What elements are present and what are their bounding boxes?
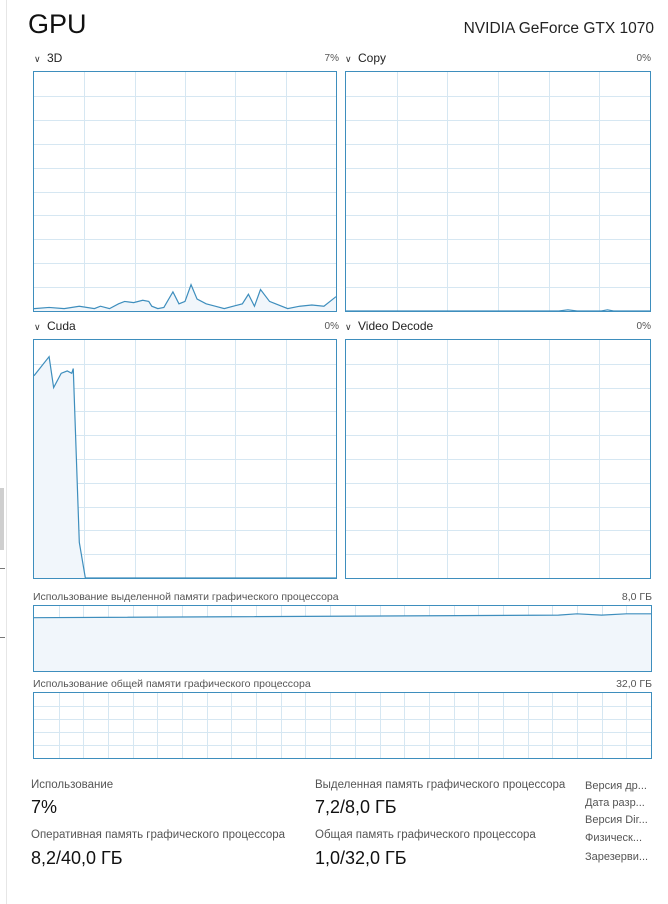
usage-area: [34, 356, 336, 578]
dedicated-memory-label: Использование выделенной памяти графичес…: [33, 591, 339, 603]
engine-selector-copy[interactable]: ∨ Copy: [345, 51, 386, 65]
reserved-memory-label: Зарезерви...: [585, 851, 649, 863]
graph-shared-memory: [33, 692, 652, 759]
chevron-down-icon: ∨: [345, 322, 352, 332]
graph-cuda: [33, 339, 337, 579]
graph-canvas: [34, 693, 651, 758]
engine-percent: 0%: [636, 321, 651, 332]
utilization-value: 7%: [31, 797, 58, 817]
engine-percent: 0%: [324, 321, 339, 332]
physical-location-label: Физическ...: [585, 832, 643, 844]
usage-line: [34, 613, 651, 619]
left-tick: [0, 637, 5, 638]
usage-area: [34, 284, 336, 311]
usage-line: [346, 309, 650, 311]
chevron-down-icon: ∨: [34, 54, 41, 64]
shared-memory-max: 32,0 ГБ: [616, 678, 652, 690]
engine-label: Copy: [358, 51, 387, 65]
dedicated-memory-max: 8,0 ГБ: [621, 591, 652, 603]
graph-copy: [345, 71, 651, 312]
left-tick: [0, 568, 5, 569]
chevron-down-icon: ∨: [34, 322, 41, 332]
usage-area: [34, 613, 651, 671]
device-name: NVIDIA GeForce GTX 1070: [463, 20, 654, 37]
graph-canvas: [34, 606, 651, 671]
engine-label: 3D: [47, 51, 63, 65]
dedicated-memory-stat-value: 7,2/8,0 ГБ: [315, 797, 397, 817]
engine-selector-3d[interactable]: ∨ 3D: [34, 51, 62, 65]
graph-canvas: [34, 72, 336, 311]
engine-selector-video-decode[interactable]: ∨ Video Decode: [345, 319, 433, 333]
usage-line: [34, 355, 336, 578]
graph-dedicated-memory: [33, 605, 652, 672]
graph-video-decode: [345, 339, 651, 579]
engine-selector-cuda[interactable]: ∨ Cuda: [34, 319, 76, 333]
directx-version-label: Версия Dir...: [585, 814, 648, 826]
left-selection-marker: [0, 488, 4, 550]
engine-percent: 7%: [324, 53, 339, 64]
utilization-label: Использование: [31, 779, 114, 791]
graph-canvas: [34, 340, 336, 578]
chevron-down-icon: ∨: [345, 54, 352, 64]
engine-label: Video Decode: [358, 319, 434, 333]
shared-memory-stat-label: Общая память графического процессора: [315, 829, 536, 841]
shared-memory-stat-value: 1,0/32,0 ГБ: [315, 848, 407, 868]
shared-memory-label: Использование общей памяти графического …: [33, 678, 311, 690]
driver-version-label: Версия др...: [585, 780, 647, 792]
graph-canvas: [346, 72, 650, 311]
engine-percent: 0%: [636, 53, 651, 64]
dedicated-memory-stat-label: Выделенная память графического процессор…: [315, 779, 566, 791]
usage-line: [34, 283, 336, 310]
graph-canvas: [346, 340, 650, 578]
gpu-memory-value: 8,2/40,0 ГБ: [31, 848, 123, 868]
graph-3d: [33, 71, 337, 312]
gpu-memory-label: Оперативная память графического процессо…: [31, 829, 286, 841]
engine-label: Cuda: [47, 319, 76, 333]
left-panel-edge: [0, 0, 7, 904]
page-title: GPU: [28, 9, 87, 39]
driver-date-label: Дата разр...: [585, 797, 645, 809]
